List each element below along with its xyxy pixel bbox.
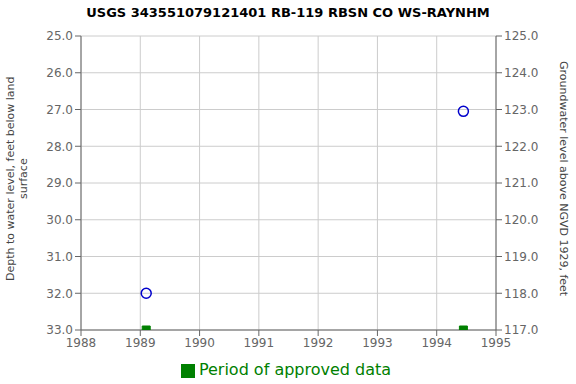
svg-text:33.0: 33.0 — [46, 323, 73, 337]
svg-text:32.0: 32.0 — [46, 287, 73, 301]
svg-text:31.0: 31.0 — [46, 250, 73, 264]
svg-text:1992: 1992 — [303, 336, 334, 350]
svg-text:123.0: 123.0 — [504, 103, 538, 117]
svg-text:1990: 1990 — [184, 336, 215, 350]
svg-text:1994: 1994 — [421, 336, 452, 350]
svg-text:29.0: 29.0 — [46, 176, 73, 190]
svg-text:1993: 1993 — [362, 336, 393, 350]
svg-text:122.0: 122.0 — [504, 140, 538, 154]
svg-text:125.0: 125.0 — [504, 29, 538, 43]
svg-text:120.0: 120.0 — [504, 213, 538, 227]
svg-text:1995: 1995 — [481, 336, 512, 350]
svg-text:27.0: 27.0 — [46, 103, 73, 117]
html-text:Depth to water level, feet bel: Depth to water level, feet below land su… — [4, 76, 30, 281]
svg-text:119.0: 119.0 — [504, 250, 538, 264]
svg-text:118.0: 118.0 — [504, 287, 538, 301]
svg-text:1991: 1991 — [244, 336, 275, 350]
svg-text:26.0: 26.0 — [46, 66, 73, 80]
svg-text:124.0: 124.0 — [504, 66, 538, 80]
html-text:Period of approved data: Period of approved data — [198, 360, 392, 379]
svg-text:25.0: 25.0 — [46, 29, 73, 43]
svg-text:1989: 1989 — [125, 336, 156, 350]
svg-text:30.0: 30.0 — [46, 213, 73, 227]
svg-text:1988: 1988 — [66, 336, 97, 350]
svg-text:28.0: 28.0 — [46, 140, 73, 154]
svg-text:117.0: 117.0 — [504, 323, 538, 337]
html-text:USGS 343551079121401 RB-119 RB: USGS 343551079121401 RB-119 RBSN CO WS-R… — [86, 5, 490, 20]
html-text:Groundwater level above NGVD 1: Groundwater level above NGVD 1929, feet — [557, 60, 570, 297]
svg-text:121.0: 121.0 — [504, 176, 538, 190]
